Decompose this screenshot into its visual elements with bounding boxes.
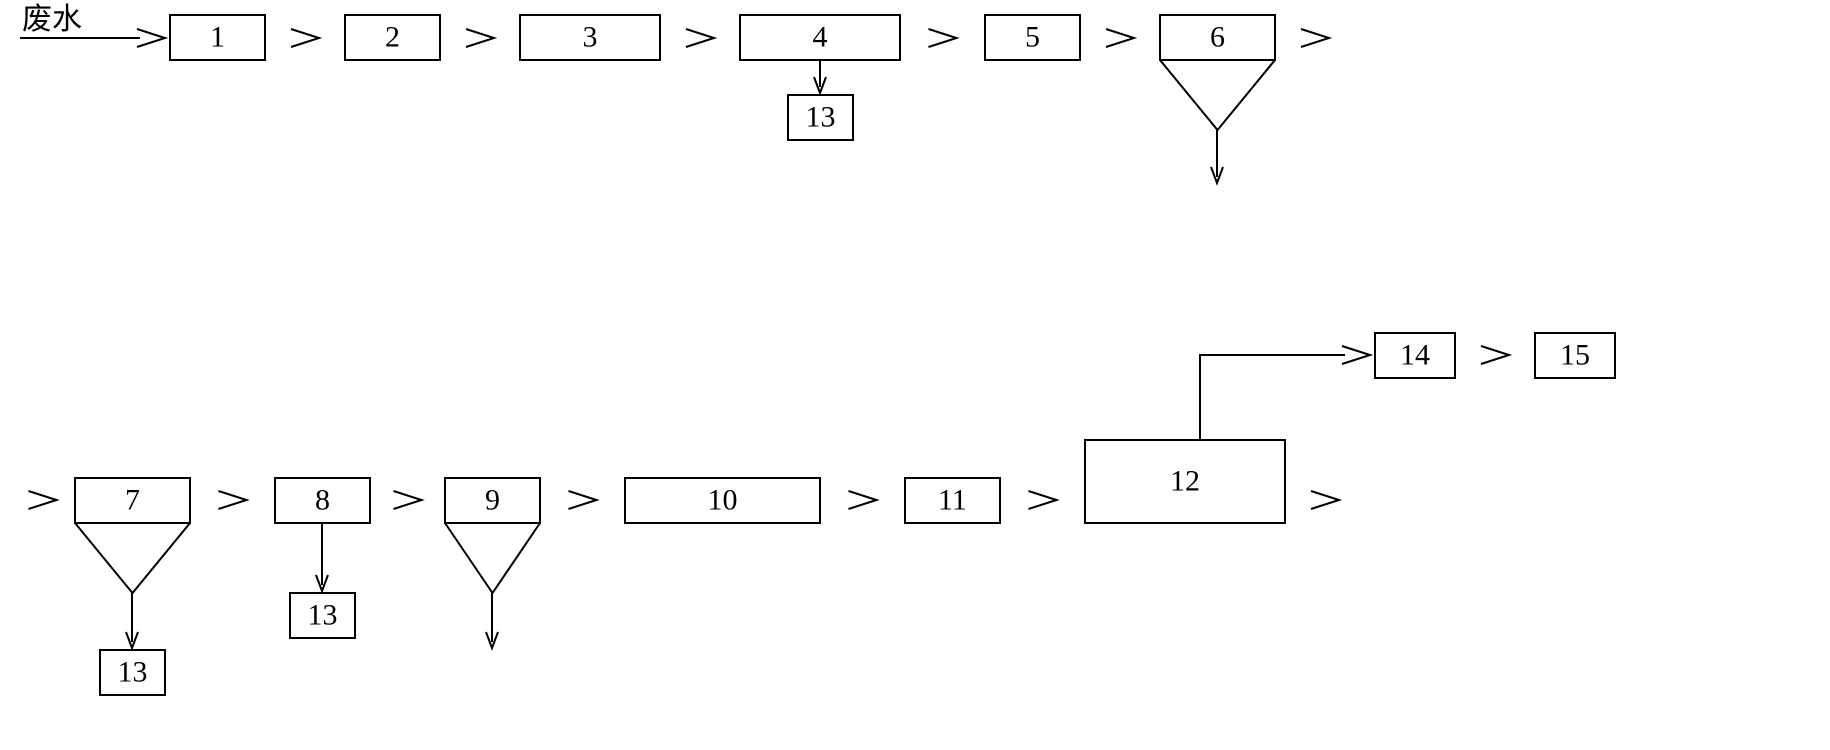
node-n6: 6 xyxy=(1160,15,1275,130)
node-n10: 10 xyxy=(625,478,820,523)
node-label-n5: 5 xyxy=(1025,20,1040,53)
node-n4: 4 xyxy=(740,15,900,60)
node-label-n13c: 13 xyxy=(308,598,338,631)
node-n11: 11 xyxy=(905,478,1000,523)
node-label-n11: 11 xyxy=(938,483,967,516)
node-n14: 14 xyxy=(1375,333,1455,378)
node-n13a: 13 xyxy=(788,95,853,140)
node-n2: 2 xyxy=(345,15,440,60)
node-n8: 8 xyxy=(275,478,370,523)
node-n15: 15 xyxy=(1535,333,1615,378)
node-n13c: 13 xyxy=(290,593,355,638)
node-label-n4: 4 xyxy=(813,20,828,53)
node-n1: 1 xyxy=(170,15,265,60)
node-n3: 3 xyxy=(520,15,660,60)
node-label-n12: 12 xyxy=(1170,464,1200,497)
node-n9: 9 xyxy=(445,478,540,593)
node-label-n15: 15 xyxy=(1560,338,1590,371)
node-label-n9: 9 xyxy=(485,483,500,516)
node-label-n3: 3 xyxy=(583,20,598,53)
node-n12: 12 xyxy=(1085,440,1285,523)
node-label-n10: 10 xyxy=(708,483,738,516)
node-label-n13a: 13 xyxy=(806,100,836,133)
node-n13b: 13 xyxy=(100,650,165,695)
input-label: 废水 xyxy=(22,3,82,36)
node-label-n8: 8 xyxy=(315,483,330,516)
node-label-n1: 1 xyxy=(210,20,225,53)
node-n7: 7 xyxy=(75,478,190,593)
node-n5: 5 xyxy=(985,15,1080,60)
node-label-n7: 7 xyxy=(125,483,140,516)
node-label-n6: 6 xyxy=(1210,20,1225,53)
node-label-n14: 14 xyxy=(1400,338,1430,371)
node-label-n13b: 13 xyxy=(118,655,148,688)
node-label-n2: 2 xyxy=(385,20,400,53)
